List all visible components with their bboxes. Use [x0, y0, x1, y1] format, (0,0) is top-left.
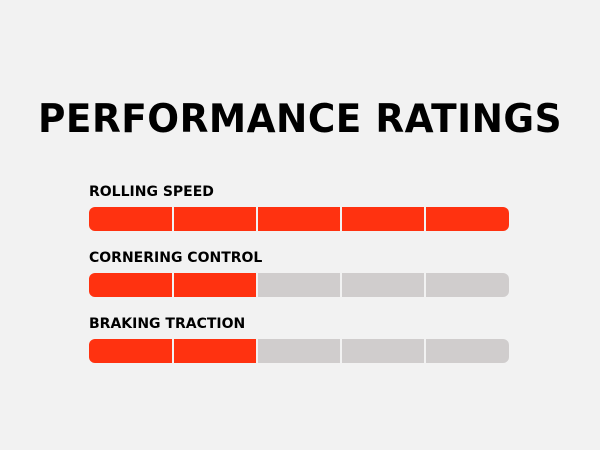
- empty-segment: [425, 273, 509, 297]
- empty-segment: [257, 273, 341, 297]
- rating-label: CORNERING CONTROL: [89, 250, 262, 266]
- rating-label: ROLLING SPEED: [89, 184, 214, 200]
- title: PERFORMANCE RATINGS: [38, 97, 562, 142]
- filled-segment: [173, 339, 257, 363]
- filled-segment: [89, 207, 173, 231]
- rating-bar: [89, 339, 509, 363]
- empty-segment: [425, 339, 509, 363]
- filled-segment: [341, 207, 425, 231]
- rating-bar: [89, 207, 509, 231]
- filled-segment: [89, 273, 173, 297]
- filled-segment: [257, 207, 341, 231]
- empty-segment: [257, 339, 341, 363]
- empty-segment: [341, 273, 425, 297]
- rating-label: BRAKING TRACTION: [89, 316, 245, 332]
- rating-bar: [89, 273, 509, 297]
- filled-segment: [173, 273, 257, 297]
- empty-segment: [341, 339, 425, 363]
- filled-segment: [173, 207, 257, 231]
- filled-segment: [89, 339, 173, 363]
- filled-segment: [425, 207, 509, 231]
